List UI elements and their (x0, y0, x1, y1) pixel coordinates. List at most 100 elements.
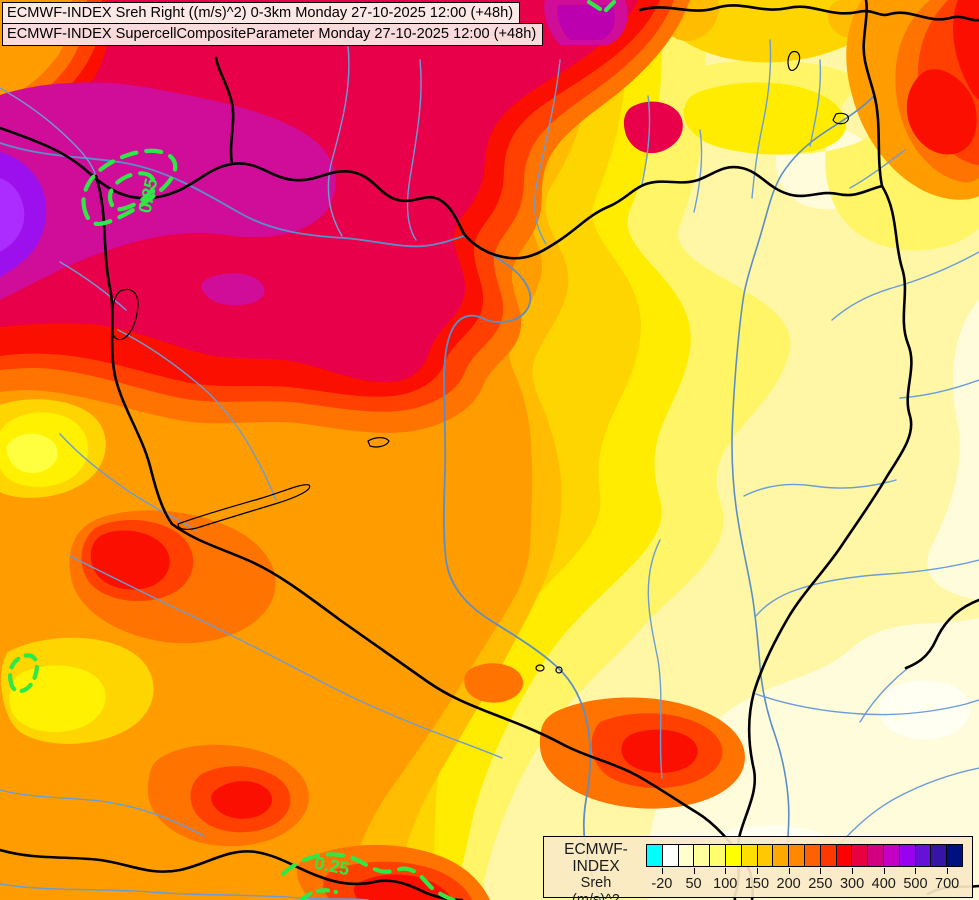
border-hu-ro (733, 184, 913, 900)
river-morava (0, 87, 97, 177)
colorbar-cell (836, 845, 853, 866)
river-hron (534, 59, 561, 245)
lake-northeast-2 (832, 112, 849, 125)
colorbar-cell (662, 845, 679, 866)
colorbar-cell (804, 845, 821, 866)
border-ro-rs (904, 598, 979, 670)
colorbar-tick (820, 868, 822, 874)
colorbar-cell (678, 845, 695, 866)
title-box-supercell: ECMWF-INDEX SupercellCompositeParameter … (2, 23, 544, 46)
lake-northeast-1 (787, 50, 801, 72)
colorbar-tick-label: 500 (903, 876, 928, 892)
colorbar-cell (647, 845, 663, 866)
colorbar-tick-label: 300 (839, 876, 865, 892)
scp-contour-west-small (7, 653, 39, 694)
scp-contour-top-dashes (586, 0, 617, 13)
colorbar-tick-label: 250 (808, 876, 833, 892)
river-raba (59, 261, 277, 501)
colorbar-tick (693, 868, 695, 874)
colorbar-tick-label: 100 (713, 876, 738, 892)
colorbar-tick-label: 700 (935, 876, 960, 892)
legend-title: ECMWF-INDEX Sreh (m/s)^2 (548, 841, 644, 900)
legend-title-model: ECMWF-INDEX (564, 841, 628, 875)
river-tisza (731, 95, 875, 857)
colorbar-tick (852, 868, 854, 874)
border-at-hu (94, 174, 174, 526)
colorbar-cell (789, 845, 805, 866)
river-northeast-small (641, 95, 703, 213)
lake-south-tiny (535, 664, 563, 674)
border-cz-sk-north (214, 56, 235, 166)
title-line-1: ECMWF-INDEX Sreh Right ((m/s)^2) 0-3km M… (7, 5, 514, 21)
river-danube-lower (443, 235, 601, 900)
border-hu-ua (862, 0, 884, 188)
colorbar-cell (741, 845, 758, 866)
fill-purple-core (0, 178, 25, 252)
colorbar-tick-label: -20 (651, 876, 673, 892)
colorbar-cell (931, 845, 948, 866)
river-bodrog (751, 39, 906, 199)
colorbar-tick (947, 868, 949, 874)
colorbar-tick (661, 868, 663, 874)
scp-contour-south (280, 852, 458, 900)
lake-velence (367, 437, 390, 448)
lake-balaton (177, 484, 311, 530)
colorbar: -20 50 100 150 200 250 300 400 500 700 (646, 844, 963, 896)
scp-contour-nw-inner (107, 171, 157, 212)
colorbar-tick-label: 50 (685, 876, 702, 892)
colorbar-cell (868, 845, 884, 866)
colorbar-cell (694, 845, 711, 866)
river-danube-upper (0, 142, 465, 248)
fill-magenta (0, 0, 628, 306)
legend-title-units: (m/s)^2 (572, 892, 620, 900)
colorbar-tick-label: 200 (776, 876, 801, 892)
legend: ECMWF-INDEX Sreh (m/s)^2 -20 50 100 150 200 2… (543, 836, 973, 900)
river-bosnia-trib (0, 789, 205, 837)
colorbar-cell (725, 845, 742, 866)
river-sava (0, 883, 369, 900)
river-nitra (406, 59, 422, 241)
border-hu-hr-drava (170, 522, 755, 900)
border-sk-hu (462, 165, 884, 260)
river-koros (743, 479, 897, 497)
river-maros (755, 559, 979, 617)
colorbar-cell (947, 845, 962, 866)
border-sk-pl (638, 4, 979, 22)
river-mura (59, 433, 197, 531)
scp-contour-south-short (299, 888, 339, 900)
colorbar-cell (710, 845, 726, 866)
title-line-2: ECMWF-INDEX SupercellCompositeParameter … (7, 26, 537, 42)
colorbar-tick (788, 868, 790, 874)
colorbar-tick-label: 150 (744, 876, 770, 892)
title-box-sreh: ECMWF-INDEX Sreh Right ((m/s)^2) 0-3km M… (2, 2, 521, 25)
scp-contour-nw-outer (81, 148, 178, 226)
colorbar-cell (899, 845, 916, 866)
rivers (0, 39, 979, 900)
colorbar-tick-label: 400 (871, 876, 896, 892)
colorbar-cell (883, 845, 900, 866)
river-southeast (755, 667, 979, 845)
legend-title-param: Sreh (580, 875, 612, 891)
colorbar-cells (646, 844, 963, 867)
lakes (110, 50, 849, 674)
colorbar-cell (852, 845, 869, 866)
border-bottom-left (0, 848, 464, 900)
colorbar-tick (915, 868, 917, 874)
colorbar-cell (820, 845, 837, 866)
lake-ferto (110, 288, 139, 341)
fill-yellow-core-west (6, 433, 58, 474)
colorbar-cell (757, 845, 774, 866)
fill-magenta-core (557, 5, 615, 40)
river-vah (327, 45, 350, 237)
colorbar-tick (756, 868, 758, 874)
river-drava (69, 555, 503, 759)
colorbar-tick (883, 868, 885, 874)
colorbar-cell (773, 845, 790, 866)
colorbar-cell (915, 845, 932, 866)
colorbar-tick (725, 868, 727, 874)
river-tisza-trib (647, 539, 663, 779)
